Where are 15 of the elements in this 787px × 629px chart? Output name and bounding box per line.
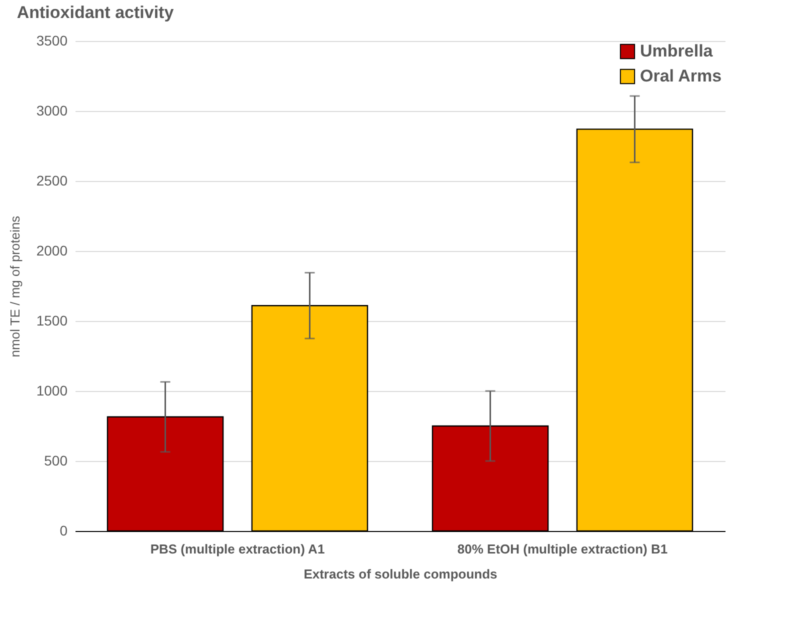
- chart-title: Antioxidant activity: [16, 3, 174, 22]
- legend-label: Oral Arms: [640, 66, 722, 86]
- legend-label: Umbrella: [640, 42, 714, 60]
- y-tick-label: 2500: [36, 172, 68, 188]
- y-tick-label: 500: [44, 452, 68, 468]
- y-tick-label: 1000: [36, 382, 68, 398]
- y-tick-label: 1500: [36, 312, 68, 328]
- x-axis-title: Extracts of soluble compounds: [304, 566, 498, 582]
- y-tick-label: 3000: [36, 102, 68, 118]
- y-tick-label: 3500: [36, 32, 68, 48]
- y-tick-label: 0: [60, 522, 68, 538]
- y-tick-label: 2000: [36, 242, 68, 258]
- y-axis-title: nmol TE / mg of proteins: [7, 215, 22, 358]
- x-tick-label: PBS (multiple extraction) A1: [150, 542, 325, 556]
- x-tick-label: 80% EtOH (multiple extraction) B1: [457, 542, 668, 556]
